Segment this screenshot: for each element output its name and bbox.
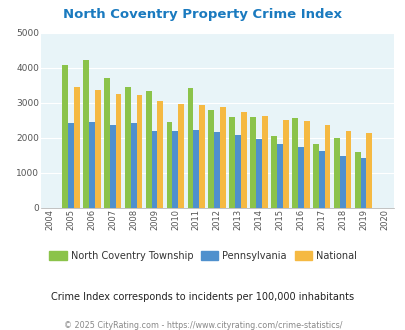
Bar xyxy=(220,107,226,208)
Bar xyxy=(199,105,205,208)
Bar xyxy=(366,133,371,208)
Bar xyxy=(172,131,178,208)
Bar xyxy=(157,101,163,208)
Bar xyxy=(104,78,109,208)
Bar xyxy=(193,130,199,208)
Bar xyxy=(345,131,350,208)
Bar xyxy=(166,122,172,208)
Bar xyxy=(339,156,345,208)
Bar xyxy=(297,147,303,208)
Bar xyxy=(291,118,297,208)
Bar xyxy=(74,87,79,208)
Bar xyxy=(151,131,157,208)
Bar xyxy=(68,123,74,208)
Bar xyxy=(234,135,241,208)
Bar xyxy=(83,60,89,208)
Bar xyxy=(360,158,366,208)
Bar xyxy=(312,144,318,208)
Bar xyxy=(178,104,184,208)
Bar xyxy=(145,91,151,208)
Bar xyxy=(94,90,100,208)
Bar xyxy=(241,112,246,208)
Bar xyxy=(261,115,267,208)
Bar xyxy=(282,120,288,208)
Bar xyxy=(124,87,130,208)
Bar xyxy=(354,151,360,208)
Bar xyxy=(318,150,324,208)
Bar xyxy=(276,144,282,208)
Bar xyxy=(214,132,220,208)
Bar xyxy=(271,136,276,208)
Bar xyxy=(333,138,339,208)
Bar xyxy=(256,139,261,208)
Bar xyxy=(187,88,193,208)
Bar xyxy=(89,122,94,208)
Text: North Coventry Property Crime Index: North Coventry Property Crime Index xyxy=(63,8,342,21)
Bar xyxy=(303,121,309,208)
Legend: North Coventry Township, Pennsylvania, National: North Coventry Township, Pennsylvania, N… xyxy=(49,251,356,261)
Bar xyxy=(136,95,142,208)
Bar xyxy=(324,125,330,208)
Text: Crime Index corresponds to incidents per 100,000 inhabitants: Crime Index corresponds to incidents per… xyxy=(51,292,354,302)
Bar xyxy=(62,65,68,208)
Bar xyxy=(229,117,234,208)
Bar xyxy=(115,93,121,208)
Bar xyxy=(109,125,115,208)
Bar xyxy=(130,123,136,208)
Text: © 2025 CityRating.com - https://www.cityrating.com/crime-statistics/: © 2025 CityRating.com - https://www.city… xyxy=(64,321,341,330)
Bar xyxy=(208,110,214,208)
Bar xyxy=(249,117,256,208)
